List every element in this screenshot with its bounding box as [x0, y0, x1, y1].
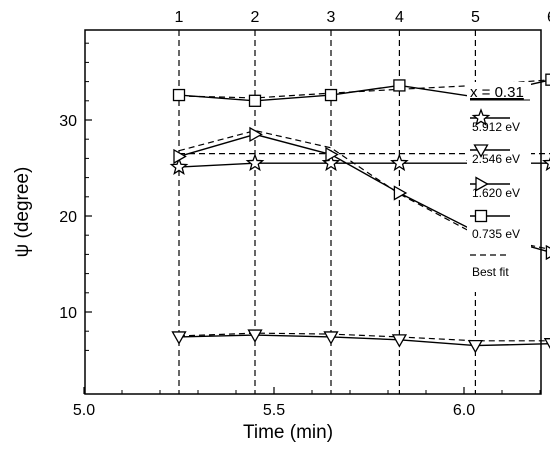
legend-entry-label: 5.912 eV	[472, 120, 520, 134]
data-point-square	[324, 88, 338, 102]
marker-label: 3	[327, 9, 336, 26]
x-tick-label: 6.0	[453, 402, 475, 419]
data-point-square	[545, 73, 550, 86]
data-point-triangle-down	[171, 331, 187, 345]
y-axis-label: ψ (degree)	[12, 167, 33, 258]
data-point-triangle-right	[393, 185, 408, 201]
best-fit-line	[178, 332, 550, 342]
legend-title: x = 0.31	[470, 84, 524, 101]
data-point-triangle-down	[543, 338, 550, 350]
plot-frame	[84, 29, 542, 395]
data-point-triangle-down	[467, 339, 484, 354]
legend-entry-label: 1.620 eV	[472, 186, 520, 200]
data-point-star	[245, 153, 265, 172]
data-point-triangle-right	[173, 148, 187, 165]
legend: x = 0.31 5.912 eV 2.546 eV 1.620 eV 0.735 eV…	[467, 82, 531, 292]
axes: 123456785.05.56.06.5102030	[59, 9, 550, 419]
data-point-star	[390, 153, 409, 172]
data-point-triangle-down	[247, 329, 263, 343]
legend-entry-label: 2.546 eV	[472, 152, 520, 166]
data-point-square	[172, 88, 186, 102]
series-line	[178, 162, 550, 168]
x-axis-label: Time (min)	[243, 422, 333, 443]
y-tick-label: 10	[59, 305, 77, 322]
data-point-star	[471, 108, 491, 126]
marker-label: 5	[471, 9, 480, 26]
x-tick-label: 5.0	[73, 402, 95, 419]
legend-entry-label: Best fit	[472, 265, 509, 279]
data-point-triangle-down	[323, 331, 339, 345]
data-point-triangle-down	[473, 144, 489, 158]
y-tick-label: 20	[59, 209, 77, 226]
data-point-star	[542, 157, 550, 172]
marker-label: 1	[175, 9, 184, 26]
data-point-triangle-right	[545, 244, 550, 261]
data-point-star	[169, 157, 189, 175]
data-point-square	[248, 94, 262, 107]
legend-entry-label: 0.735 eV	[472, 227, 520, 241]
best-fit-line	[178, 129, 550, 250]
x-tick-label: 5.5	[263, 402, 285, 419]
y-tick-label: 30	[59, 113, 77, 130]
data-point-triangle-down	[391, 334, 408, 348]
marker-label: 2	[251, 9, 260, 26]
series-line	[178, 79, 550, 102]
marker-label: 4	[395, 9, 404, 26]
data-point-triangle-right	[475, 176, 489, 192]
data-point-square	[393, 79, 406, 92]
data-point-square	[474, 209, 488, 223]
series-line	[178, 133, 550, 253]
data-point-triangle-right	[249, 126, 263, 143]
series-line	[178, 334, 550, 347]
data-point-star	[321, 153, 341, 172]
marker-label: 6	[547, 9, 550, 26]
data-point-triangle-right	[325, 146, 339, 163]
